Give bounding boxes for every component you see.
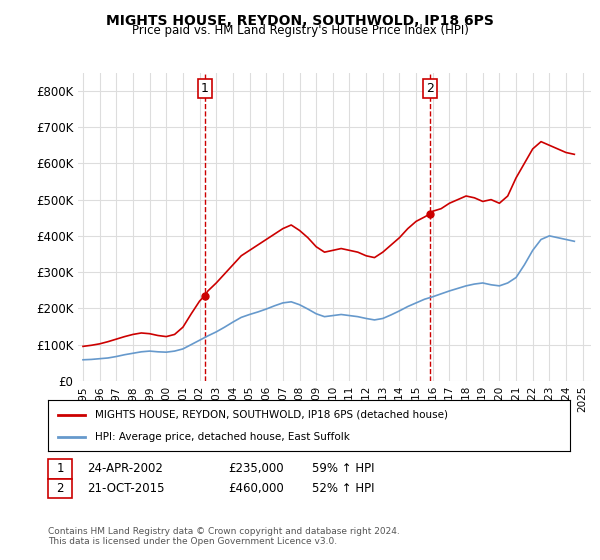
Text: 59% ↑ HPI: 59% ↑ HPI <box>312 462 374 475</box>
Text: £460,000: £460,000 <box>228 482 284 495</box>
Text: HPI: Average price, detached house, East Suffolk: HPI: Average price, detached house, East… <box>95 432 350 442</box>
Text: Contains HM Land Registry data © Crown copyright and database right 2024.
This d: Contains HM Land Registry data © Crown c… <box>48 526 400 546</box>
Text: 2: 2 <box>56 482 64 495</box>
Text: 1: 1 <box>201 82 209 95</box>
Text: 1: 1 <box>56 462 64 475</box>
Text: 24-APR-2002: 24-APR-2002 <box>87 462 163 475</box>
Text: MIGHTS HOUSE, REYDON, SOUTHWOLD, IP18 6PS (detached house): MIGHTS HOUSE, REYDON, SOUTHWOLD, IP18 6P… <box>95 409 448 419</box>
Text: Price paid vs. HM Land Registry's House Price Index (HPI): Price paid vs. HM Land Registry's House … <box>131 24 469 37</box>
Text: 21-OCT-2015: 21-OCT-2015 <box>87 482 164 495</box>
Text: £235,000: £235,000 <box>228 462 284 475</box>
Text: 52% ↑ HPI: 52% ↑ HPI <box>312 482 374 495</box>
Text: 2: 2 <box>425 82 434 95</box>
Text: MIGHTS HOUSE, REYDON, SOUTHWOLD, IP18 6PS: MIGHTS HOUSE, REYDON, SOUTHWOLD, IP18 6P… <box>106 14 494 28</box>
